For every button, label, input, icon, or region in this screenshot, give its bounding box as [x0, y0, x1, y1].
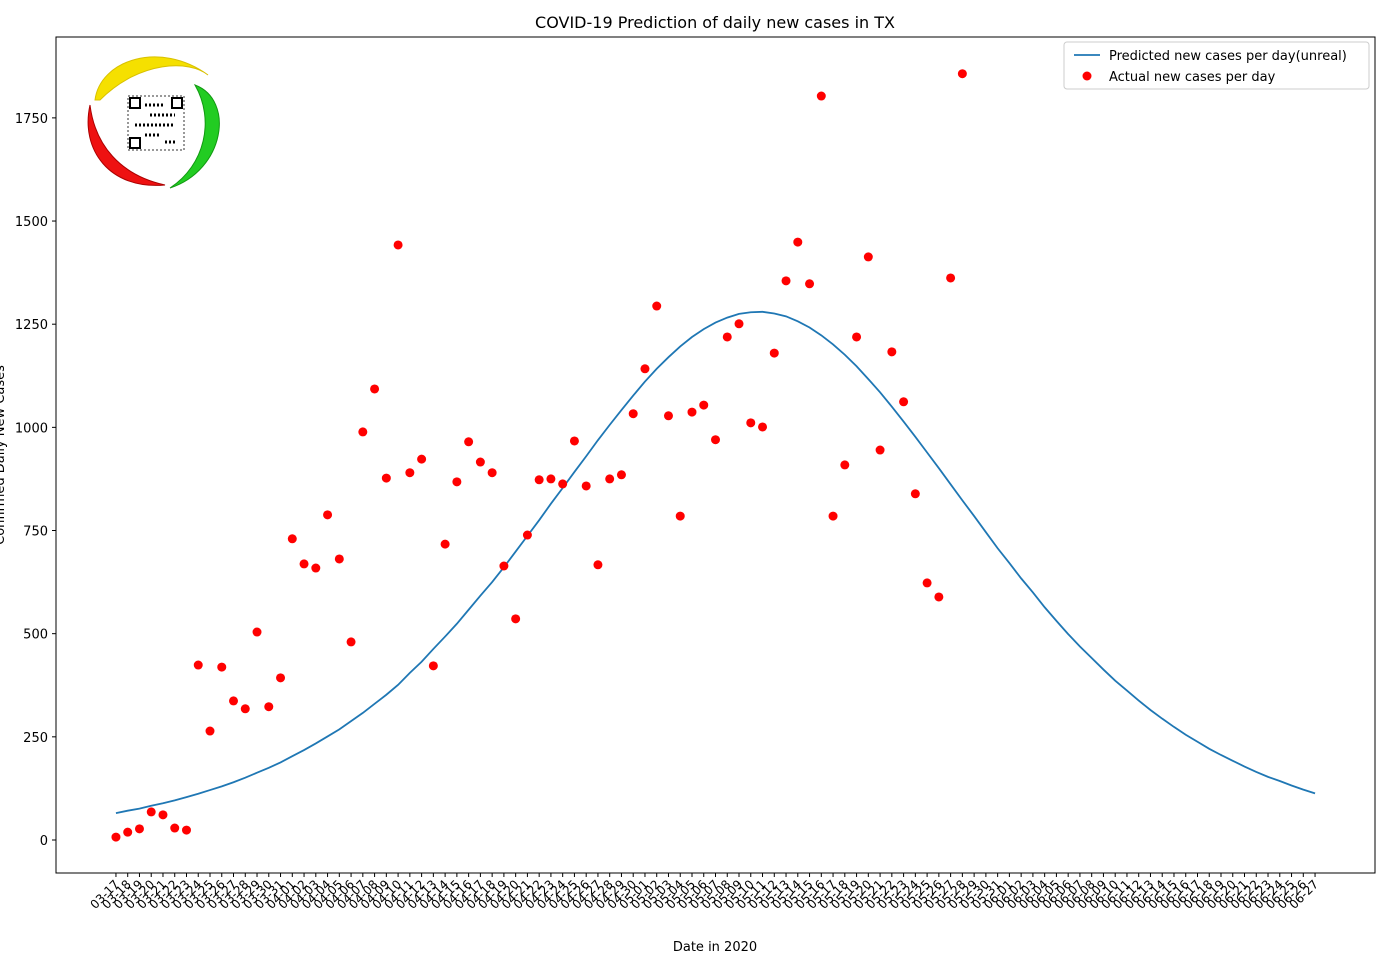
- data-point: [229, 696, 239, 706]
- data-point: [440, 539, 450, 549]
- data-point: [323, 510, 333, 520]
- data-point: [711, 435, 720, 445]
- data-point: [640, 364, 650, 374]
- data-point: [311, 563, 321, 573]
- data-point: [452, 477, 462, 487]
- data-point: [205, 726, 215, 736]
- legend-box: [1063, 41, 1370, 90]
- data-point: [487, 468, 497, 478]
- data-point: [722, 332, 732, 342]
- legend-label: Actual new cases per day: [1109, 70, 1276, 85]
- data-point: [134, 824, 144, 834]
- data-point: [546, 474, 556, 484]
- data-point: [358, 427, 368, 437]
- data-point: [652, 301, 662, 311]
- data-point: [687, 407, 697, 417]
- data-point: [734, 319, 744, 329]
- data-point: [346, 637, 356, 647]
- data-point: [922, 578, 932, 588]
- y-tick-label: 250: [23, 731, 48, 746]
- data-point: [781, 276, 791, 286]
- data-point: [628, 409, 638, 419]
- data-point: [887, 347, 897, 357]
- data-point: [522, 530, 532, 540]
- data-point: [181, 825, 191, 835]
- y-tick-label: 1250: [15, 318, 48, 333]
- data-point: [852, 332, 862, 342]
- data-point: [910, 489, 920, 499]
- legend-label: Predicted new cases per day(unreal): [1109, 49, 1347, 64]
- data-point: [663, 411, 673, 421]
- data-point: [417, 454, 427, 464]
- data-point: [464, 437, 474, 447]
- data-point: [840, 460, 850, 470]
- data-point: [581, 481, 591, 491]
- data-point: [534, 475, 544, 485]
- data-point: [299, 559, 309, 569]
- data-point: [146, 807, 156, 817]
- data-point: [957, 69, 967, 79]
- prediction-line: [115, 310, 1316, 815]
- data-point: [558, 479, 568, 489]
- data-point: [217, 662, 227, 672]
- y-tick-label: 1000: [15, 421, 48, 436]
- data-point: [511, 614, 521, 624]
- data-point: [699, 400, 709, 410]
- data-point: [946, 273, 956, 283]
- logo: [87, 56, 220, 189]
- y-tick-label: 500: [23, 628, 48, 643]
- data-point: [746, 418, 756, 428]
- data-point: [675, 511, 685, 521]
- data-point: [769, 348, 779, 358]
- data-point: [287, 534, 297, 544]
- data-point: [193, 660, 203, 670]
- data-point: [370, 384, 380, 394]
- data-point: [793, 237, 803, 247]
- data-point: [863, 252, 873, 262]
- data-point: [170, 823, 180, 833]
- data-point: [605, 474, 615, 484]
- x-axis-label: Date in 2020: [673, 940, 757, 955]
- data-point: [276, 673, 286, 683]
- data-point: [405, 468, 415, 478]
- data-point: [252, 627, 262, 637]
- data-point: [240, 704, 250, 714]
- data-point: [569, 436, 579, 446]
- data-point: [123, 827, 133, 837]
- data-point: [816, 91, 826, 101]
- data-point: [758, 422, 768, 432]
- chart-title: COVID-19 Prediction of daily new cases i…: [535, 13, 895, 32]
- data-point: [111, 832, 121, 842]
- y-axis-label: Confirmed Daily New Cases: [0, 365, 8, 545]
- data-point: [381, 473, 391, 483]
- data-point: [593, 560, 603, 570]
- legend-swatch: [1082, 71, 1092, 81]
- y-tick-label: 1750: [15, 112, 48, 127]
- data-point: [899, 397, 909, 407]
- data-point: [805, 279, 815, 289]
- data-point: [393, 240, 403, 250]
- data-point: [264, 702, 274, 712]
- legend: Predicted new cases per day(unreal) Actua…: [1063, 41, 1370, 90]
- data-point: [334, 554, 344, 564]
- data-point: [428, 661, 438, 671]
- y-tick-label: 1500: [15, 215, 48, 230]
- data-point: [616, 470, 626, 480]
- plot-frame: [55, 36, 1376, 874]
- y-tick-label: 750: [23, 525, 48, 540]
- data-point: [158, 810, 168, 820]
- y-tick-label: 0: [40, 834, 48, 849]
- data-point: [828, 511, 838, 521]
- data-point: [875, 445, 885, 455]
- data-point: [499, 561, 509, 571]
- data-point: [475, 457, 485, 467]
- data-point: [934, 592, 944, 602]
